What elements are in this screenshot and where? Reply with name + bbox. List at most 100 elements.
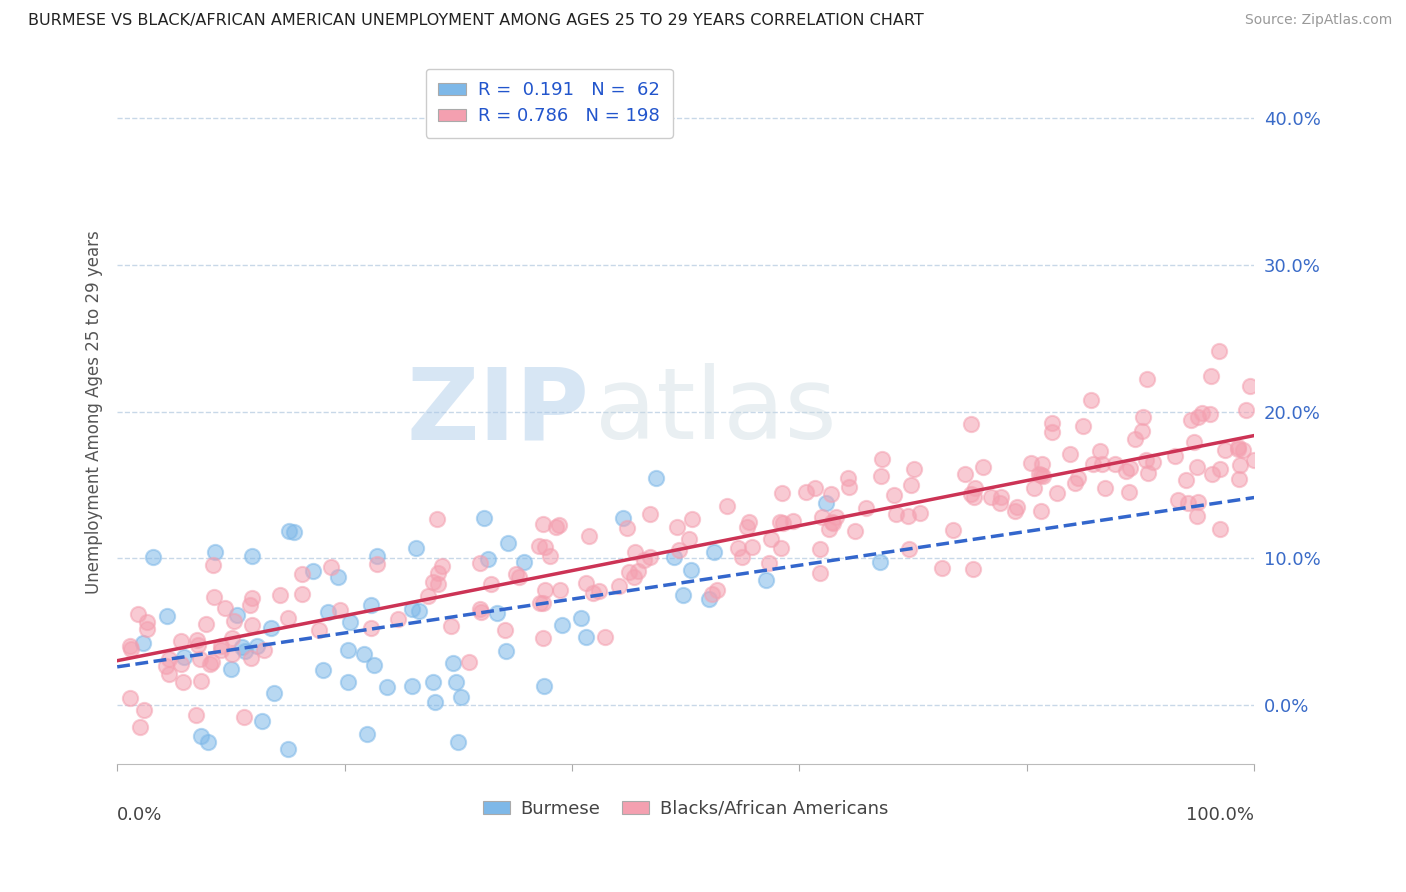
Point [1059, 447, 1081, 461]
Point [870, 452, 893, 467]
Point [337, 643, 360, 657]
Point [426, 566, 449, 580]
Point [240, 618, 263, 632]
Point [508, 570, 530, 584]
Point [1227, 442, 1250, 456]
Point [458, 655, 481, 669]
Point [1135, 371, 1157, 385]
Point [1191, 406, 1213, 420]
Point [612, 511, 634, 525]
Point [1024, 481, 1046, 495]
Point [170, 657, 193, 671]
Point [633, 552, 655, 566]
Point [1123, 432, 1146, 446]
Point [319, 560, 342, 574]
Point [1031, 504, 1053, 518]
Point [1187, 508, 1209, 523]
Point [758, 556, 780, 570]
Point [283, 524, 305, 539]
Point [1201, 467, 1223, 482]
Point [588, 584, 610, 599]
Point [1199, 407, 1222, 421]
Point [716, 499, 738, 513]
Point [444, 674, 467, 689]
Point [214, 601, 236, 615]
Point [291, 586, 314, 600]
Point [187, 639, 209, 653]
Point [706, 583, 728, 598]
Point [1199, 369, 1222, 384]
Point [202, 590, 225, 604]
Point [808, 566, 831, 581]
Text: 100.0%: 100.0% [1187, 806, 1254, 824]
Point [470, 605, 492, 619]
Point [962, 562, 984, 576]
Point [405, 541, 427, 555]
Point [662, 549, 685, 564]
Point [1136, 466, 1159, 480]
Point [955, 467, 977, 482]
Point [666, 520, 689, 534]
Point [269, 588, 291, 602]
Point [360, 598, 382, 612]
Point [963, 491, 986, 505]
Point [129, 720, 152, 734]
Point [963, 481, 986, 495]
Point [201, 558, 224, 573]
Point [426, 511, 449, 525]
Point [132, 702, 155, 716]
Point [578, 528, 600, 542]
Point [142, 550, 165, 565]
Point [401, 679, 423, 693]
Point [387, 612, 409, 626]
Point [844, 524, 866, 538]
Point [1209, 522, 1232, 536]
Point [681, 563, 703, 577]
Point [172, 675, 194, 690]
Point [190, 674, 212, 689]
Point [173, 650, 195, 665]
Point [339, 615, 361, 629]
Point [582, 586, 605, 600]
Point [224, 614, 246, 628]
Point [430, 559, 453, 574]
Point [942, 523, 965, 537]
Point [1040, 416, 1063, 430]
Point [575, 630, 598, 644]
Point [277, 610, 299, 624]
Point [1132, 409, 1154, 424]
Text: BURMESE VS BLACK/AFRICAN AMERICAN UNEMPLOYMENT AMONG AGES 25 TO 29 YEARS CORRELA: BURMESE VS BLACK/AFRICAN AMERICAN UNEMPL… [28, 13, 924, 29]
Point [186, 632, 208, 647]
Point [735, 519, 758, 533]
Point [869, 468, 891, 483]
Point [546, 519, 568, 533]
Point [198, 657, 221, 672]
Legend: Burmese, Blacks/African Americans: Burmese, Blacks/African Americans [475, 793, 896, 825]
Point [803, 481, 825, 495]
Text: Source: ZipAtlas.com: Source: ZipAtlas.com [1244, 13, 1392, 28]
Point [1091, 457, 1114, 471]
Point [308, 623, 330, 637]
Point [329, 603, 352, 617]
Point [422, 675, 444, 690]
Point [239, 650, 262, 665]
Point [316, 605, 339, 619]
Point [246, 639, 269, 653]
Point [253, 642, 276, 657]
Point [209, 640, 232, 654]
Point [1094, 481, 1116, 495]
Point [1081, 457, 1104, 471]
Point [619, 566, 641, 580]
Point [221, 647, 243, 661]
Point [820, 487, 842, 501]
Point [1180, 412, 1202, 426]
Point [441, 656, 464, 670]
Point [401, 602, 423, 616]
Point [1004, 504, 1026, 518]
Point [668, 543, 690, 558]
Point [120, 639, 142, 653]
Point [741, 541, 763, 555]
Point [233, 644, 256, 658]
Point [1032, 469, 1054, 483]
Point [353, 647, 375, 661]
